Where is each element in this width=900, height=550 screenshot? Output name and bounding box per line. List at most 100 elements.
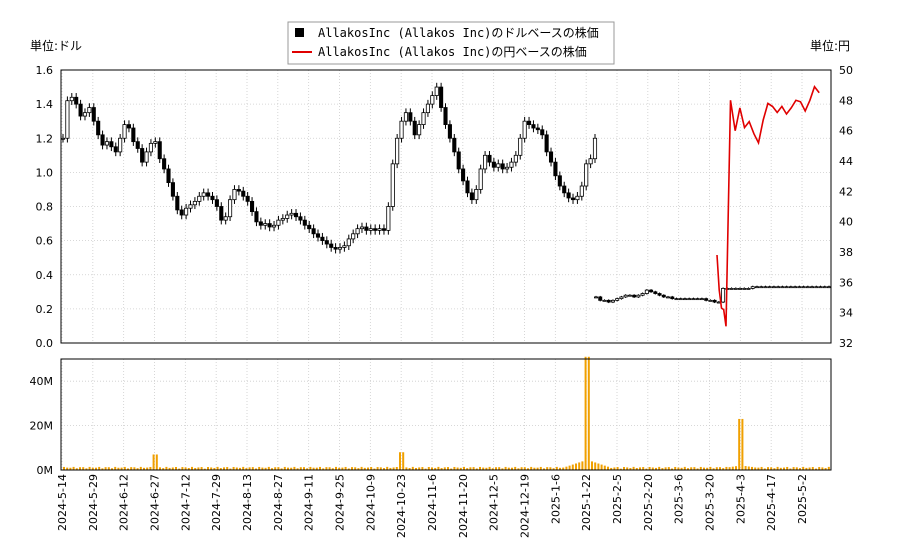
volume-tick-label: 0M	[37, 464, 54, 477]
volume-bar	[677, 467, 680, 470]
volume-bar	[98, 466, 101, 470]
candle-body	[627, 294, 632, 297]
volume-bar	[680, 467, 683, 470]
candle-body	[425, 103, 430, 114]
candle-body	[544, 134, 549, 153]
volume-bar	[776, 466, 779, 470]
candle-body	[754, 286, 759, 289]
candle-body	[500, 163, 505, 170]
volume-bar	[738, 418, 741, 470]
candle-body	[767, 286, 772, 289]
left-tick-label: 0.2	[36, 303, 54, 316]
candle-body	[750, 286, 755, 289]
volume-bar	[104, 467, 107, 470]
volume-bar	[603, 465, 606, 470]
volume-bar	[155, 454, 158, 470]
candle-body	[788, 286, 793, 289]
x-tick-label: 2025-3-20	[704, 474, 717, 531]
candle-body	[594, 296, 598, 299]
volume-bar	[648, 466, 651, 470]
right-tick-label: 42	[839, 185, 853, 198]
candle-body	[412, 120, 417, 136]
volume-bar	[79, 467, 81, 470]
candle-body	[712, 299, 717, 303]
candle-body	[814, 286, 819, 289]
volume-bar	[786, 466, 789, 470]
volume-bar	[351, 467, 353, 470]
volume-bar	[559, 467, 561, 470]
volume-bar	[277, 467, 280, 470]
volume-bar	[818, 467, 821, 470]
x-tick-label: 2024-8-13	[241, 474, 254, 531]
volume-bar	[194, 467, 197, 470]
x-tick-label: 2024-9-11	[303, 474, 316, 531]
candle-body	[562, 185, 567, 194]
candle-body	[509, 161, 514, 168]
volume-bar	[747, 466, 750, 470]
volume-bar	[370, 466, 373, 470]
candle-body	[245, 195, 250, 202]
volume-bar	[731, 466, 734, 470]
volume-bar	[328, 467, 331, 470]
candle-body	[776, 286, 781, 289]
volume-bar	[658, 466, 661, 470]
volume-bar	[495, 467, 497, 470]
volume-bar	[251, 467, 254, 470]
volume-bar	[594, 462, 597, 470]
volume-bar	[584, 356, 587, 470]
volume-bar	[107, 467, 110, 470]
volume-bar	[610, 467, 613, 470]
right-tick-label: 32	[839, 337, 853, 350]
candle-body	[566, 192, 571, 199]
volume-bar	[171, 467, 174, 470]
candle-body	[131, 127, 136, 143]
volume-bar	[642, 467, 645, 470]
candle-body	[598, 296, 603, 301]
candle-body	[483, 154, 488, 170]
candle-body	[91, 107, 96, 122]
volume-bar	[335, 466, 337, 470]
candle-body	[430, 95, 435, 105]
volume-bar	[175, 466, 177, 470]
volume-bar	[527, 468, 529, 470]
volume-bar	[549, 467, 552, 470]
volume-bar	[709, 466, 712, 470]
candle-body	[166, 168, 171, 184]
candle-body	[742, 287, 747, 290]
candle-body	[74, 96, 79, 105]
volume-bar	[613, 467, 616, 470]
candle-body	[285, 214, 290, 219]
volume-bar	[783, 467, 785, 470]
candle-body	[623, 294, 628, 298]
volume-bar	[799, 468, 801, 470]
x-tick-label: 2024-11-20	[457, 474, 470, 538]
volume-bar	[191, 466, 193, 470]
volume-bar	[456, 467, 459, 470]
volume-tick-label: 20M	[30, 420, 54, 433]
volume-bar	[639, 467, 641, 470]
right-unit-label: 単位:円	[810, 38, 850, 53]
jpy-price-line	[716, 85, 820, 327]
candle-body	[228, 199, 233, 218]
volume-bar	[415, 467, 417, 470]
candle-body	[170, 182, 175, 197]
candle-body	[324, 240, 329, 245]
candle-body	[241, 190, 246, 197]
volume-bar	[383, 468, 385, 470]
volume-bar	[555, 466, 558, 470]
candle-body	[315, 233, 321, 238]
volume-bar	[373, 468, 376, 470]
volume-bar	[181, 467, 184, 470]
candle-body	[148, 142, 153, 153]
candle-body	[162, 158, 167, 170]
candle-body	[399, 120, 404, 139]
volume-bar	[687, 468, 689, 470]
volume-bar	[719, 467, 721, 470]
candle-body	[153, 141, 158, 144]
volume-bar	[536, 467, 539, 470]
volume-bar	[706, 467, 709, 470]
candle-body	[236, 189, 241, 192]
candle-body	[518, 137, 523, 156]
candle-body	[474, 189, 479, 201]
volume-bar	[760, 466, 763, 470]
